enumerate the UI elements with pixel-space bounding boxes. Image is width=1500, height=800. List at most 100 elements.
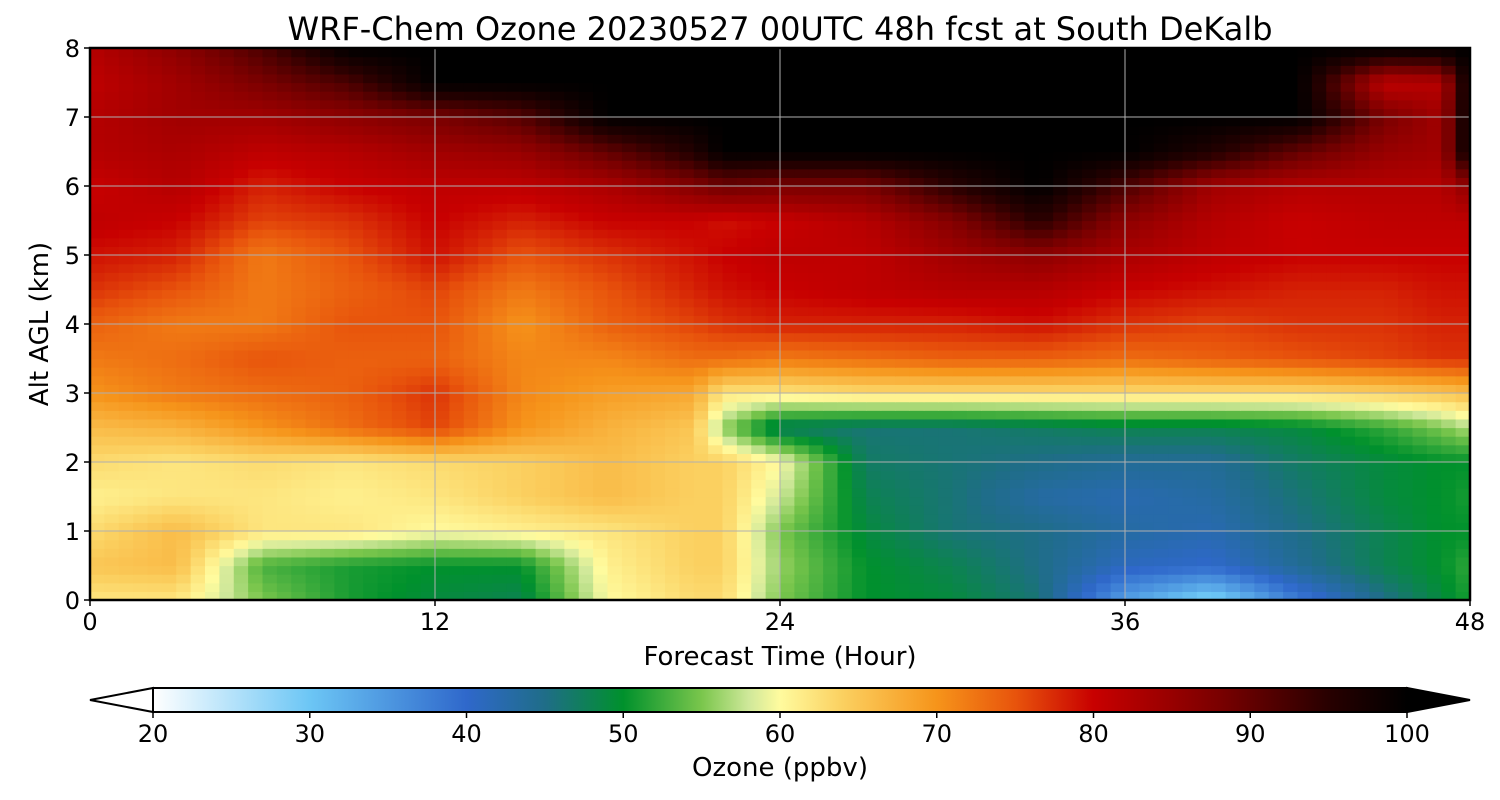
- heatmap-cell: [1297, 349, 1313, 360]
- heatmap-cell: [1441, 332, 1457, 342]
- heatmap-cell: [751, 289, 767, 299]
- heatmap-cell: [1311, 306, 1327, 316]
- heatmap-cell: [391, 513, 407, 523]
- heatmap-cell: [938, 513, 954, 523]
- heatmap-cell: [176, 332, 192, 342]
- heatmap-cell: [233, 470, 249, 480]
- heatmap-cell: [1268, 211, 1284, 222]
- heatmap-cell: [248, 453, 264, 463]
- heatmap-cell: [995, 505, 1011, 515]
- heatmap-cell: [248, 246, 264, 256]
- heatmap-cell: [276, 168, 292, 178]
- heatmap-cell: [478, 453, 494, 463]
- heatmap-cell: [1096, 194, 1112, 204]
- heatmap-cell: [665, 186, 680, 196]
- heatmap-cell: [190, 332, 206, 342]
- heatmap-cell: [665, 298, 680, 308]
- heatmap-cell: [492, 582, 508, 592]
- heatmap-cell: [406, 272, 422, 282]
- heatmap-cell: [578, 272, 594, 282]
- heatmap-cell: [1225, 505, 1241, 515]
- heatmap-cell: [1110, 444, 1126, 454]
- heatmap-cell: [621, 289, 637, 299]
- heatmap-cell: [938, 367, 954, 377]
- heatmap-cell: [1311, 367, 1327, 377]
- heatmap-cell: [262, 211, 278, 222]
- heatmap-cell: [233, 444, 249, 454]
- heatmap-cell: [1412, 539, 1428, 549]
- heatmap-cell: [1455, 367, 1470, 377]
- heatmap-cell: [435, 427, 450, 437]
- heatmap-cell: [1297, 168, 1313, 178]
- heatmap-cell: [1125, 194, 1140, 204]
- heatmap-cell: [1067, 203, 1083, 213]
- heatmap-cell: [348, 462, 364, 472]
- heatmap-cell: [866, 211, 882, 222]
- heatmap-cell: [1110, 418, 1126, 429]
- heatmap-cell: [449, 496, 465, 506]
- heatmap-cell: [650, 255, 666, 265]
- heatmap-cell: [1081, 565, 1097, 575]
- heatmap-cell: [665, 591, 680, 600]
- heatmap-cell: [133, 349, 149, 360]
- heatmap-cell: [1340, 513, 1356, 523]
- heatmap-cell: [1426, 505, 1442, 515]
- heatmap-cell: [449, 513, 465, 523]
- heatmap-cell: [1168, 384, 1184, 394]
- heatmap-cell: [147, 306, 163, 316]
- heatmap-cell: [406, 582, 422, 592]
- heatmap-cell: [104, 548, 120, 558]
- heatmap-cell: [866, 263, 882, 273]
- heatmap-cell: [938, 393, 954, 403]
- heatmap-cell: [736, 487, 752, 498]
- heatmap-cell: [1053, 168, 1069, 178]
- heatmap-cell: [880, 160, 896, 170]
- heatmap-cell: [851, 565, 867, 575]
- heatmap-cell: [851, 522, 867, 532]
- heatmap-cell: [578, 548, 594, 558]
- heatmap-cell: [377, 539, 393, 549]
- heatmap-cell: [1369, 289, 1385, 299]
- heatmap-cell: [794, 462, 810, 472]
- heatmap-cell: [564, 375, 580, 385]
- heatmap-cell: [938, 479, 954, 489]
- heatmap-cell: [535, 280, 551, 291]
- heatmap-cell: [1067, 306, 1083, 316]
- heatmap-cell: [1010, 255, 1025, 265]
- heatmap-cell: [377, 548, 393, 558]
- heatmap-cell: [1455, 548, 1470, 558]
- heatmap-cell: [348, 410, 364, 420]
- heatmap-cell: [722, 462, 738, 472]
- heatmap-cell: [118, 298, 134, 308]
- heatmap-cell: [1455, 237, 1470, 247]
- heatmap-cell: [1412, 384, 1428, 394]
- heatmap-cell: [1096, 548, 1112, 558]
- heatmap-cell: [305, 341, 321, 351]
- heatmap-cell: [1441, 582, 1457, 592]
- heatmap-cell: [1139, 462, 1155, 472]
- heatmap-cell: [320, 220, 335, 230]
- heatmap-cell: [1455, 263, 1470, 273]
- heatmap-cell: [1168, 375, 1184, 385]
- heatmap-cell: [420, 487, 436, 498]
- heatmap-cell: [391, 410, 407, 420]
- heatmap-cell: [1225, 272, 1241, 282]
- heatmap-cell: [305, 539, 321, 549]
- heatmap-cell: [449, 220, 465, 230]
- heatmap-cell: [291, 289, 307, 299]
- heatmap-cell: [880, 272, 896, 282]
- heatmap-cell: [406, 522, 422, 532]
- heatmap-cell: [406, 324, 422, 334]
- heatmap-cell: [1398, 272, 1414, 282]
- heatmap-cell: [1455, 427, 1470, 437]
- heatmap-cell: [1225, 203, 1241, 213]
- heatmap-cell: [363, 349, 379, 360]
- heatmap-cell: [1038, 582, 1054, 592]
- heatmap-cell: [1010, 522, 1025, 532]
- heatmap-cell: [1254, 444, 1270, 454]
- heatmap-cell: [1110, 401, 1126, 411]
- heatmap-cell: [391, 177, 407, 187]
- heatmap-cell: [176, 160, 192, 170]
- heatmap-cell: [751, 479, 767, 489]
- heatmap-cell: [851, 255, 867, 265]
